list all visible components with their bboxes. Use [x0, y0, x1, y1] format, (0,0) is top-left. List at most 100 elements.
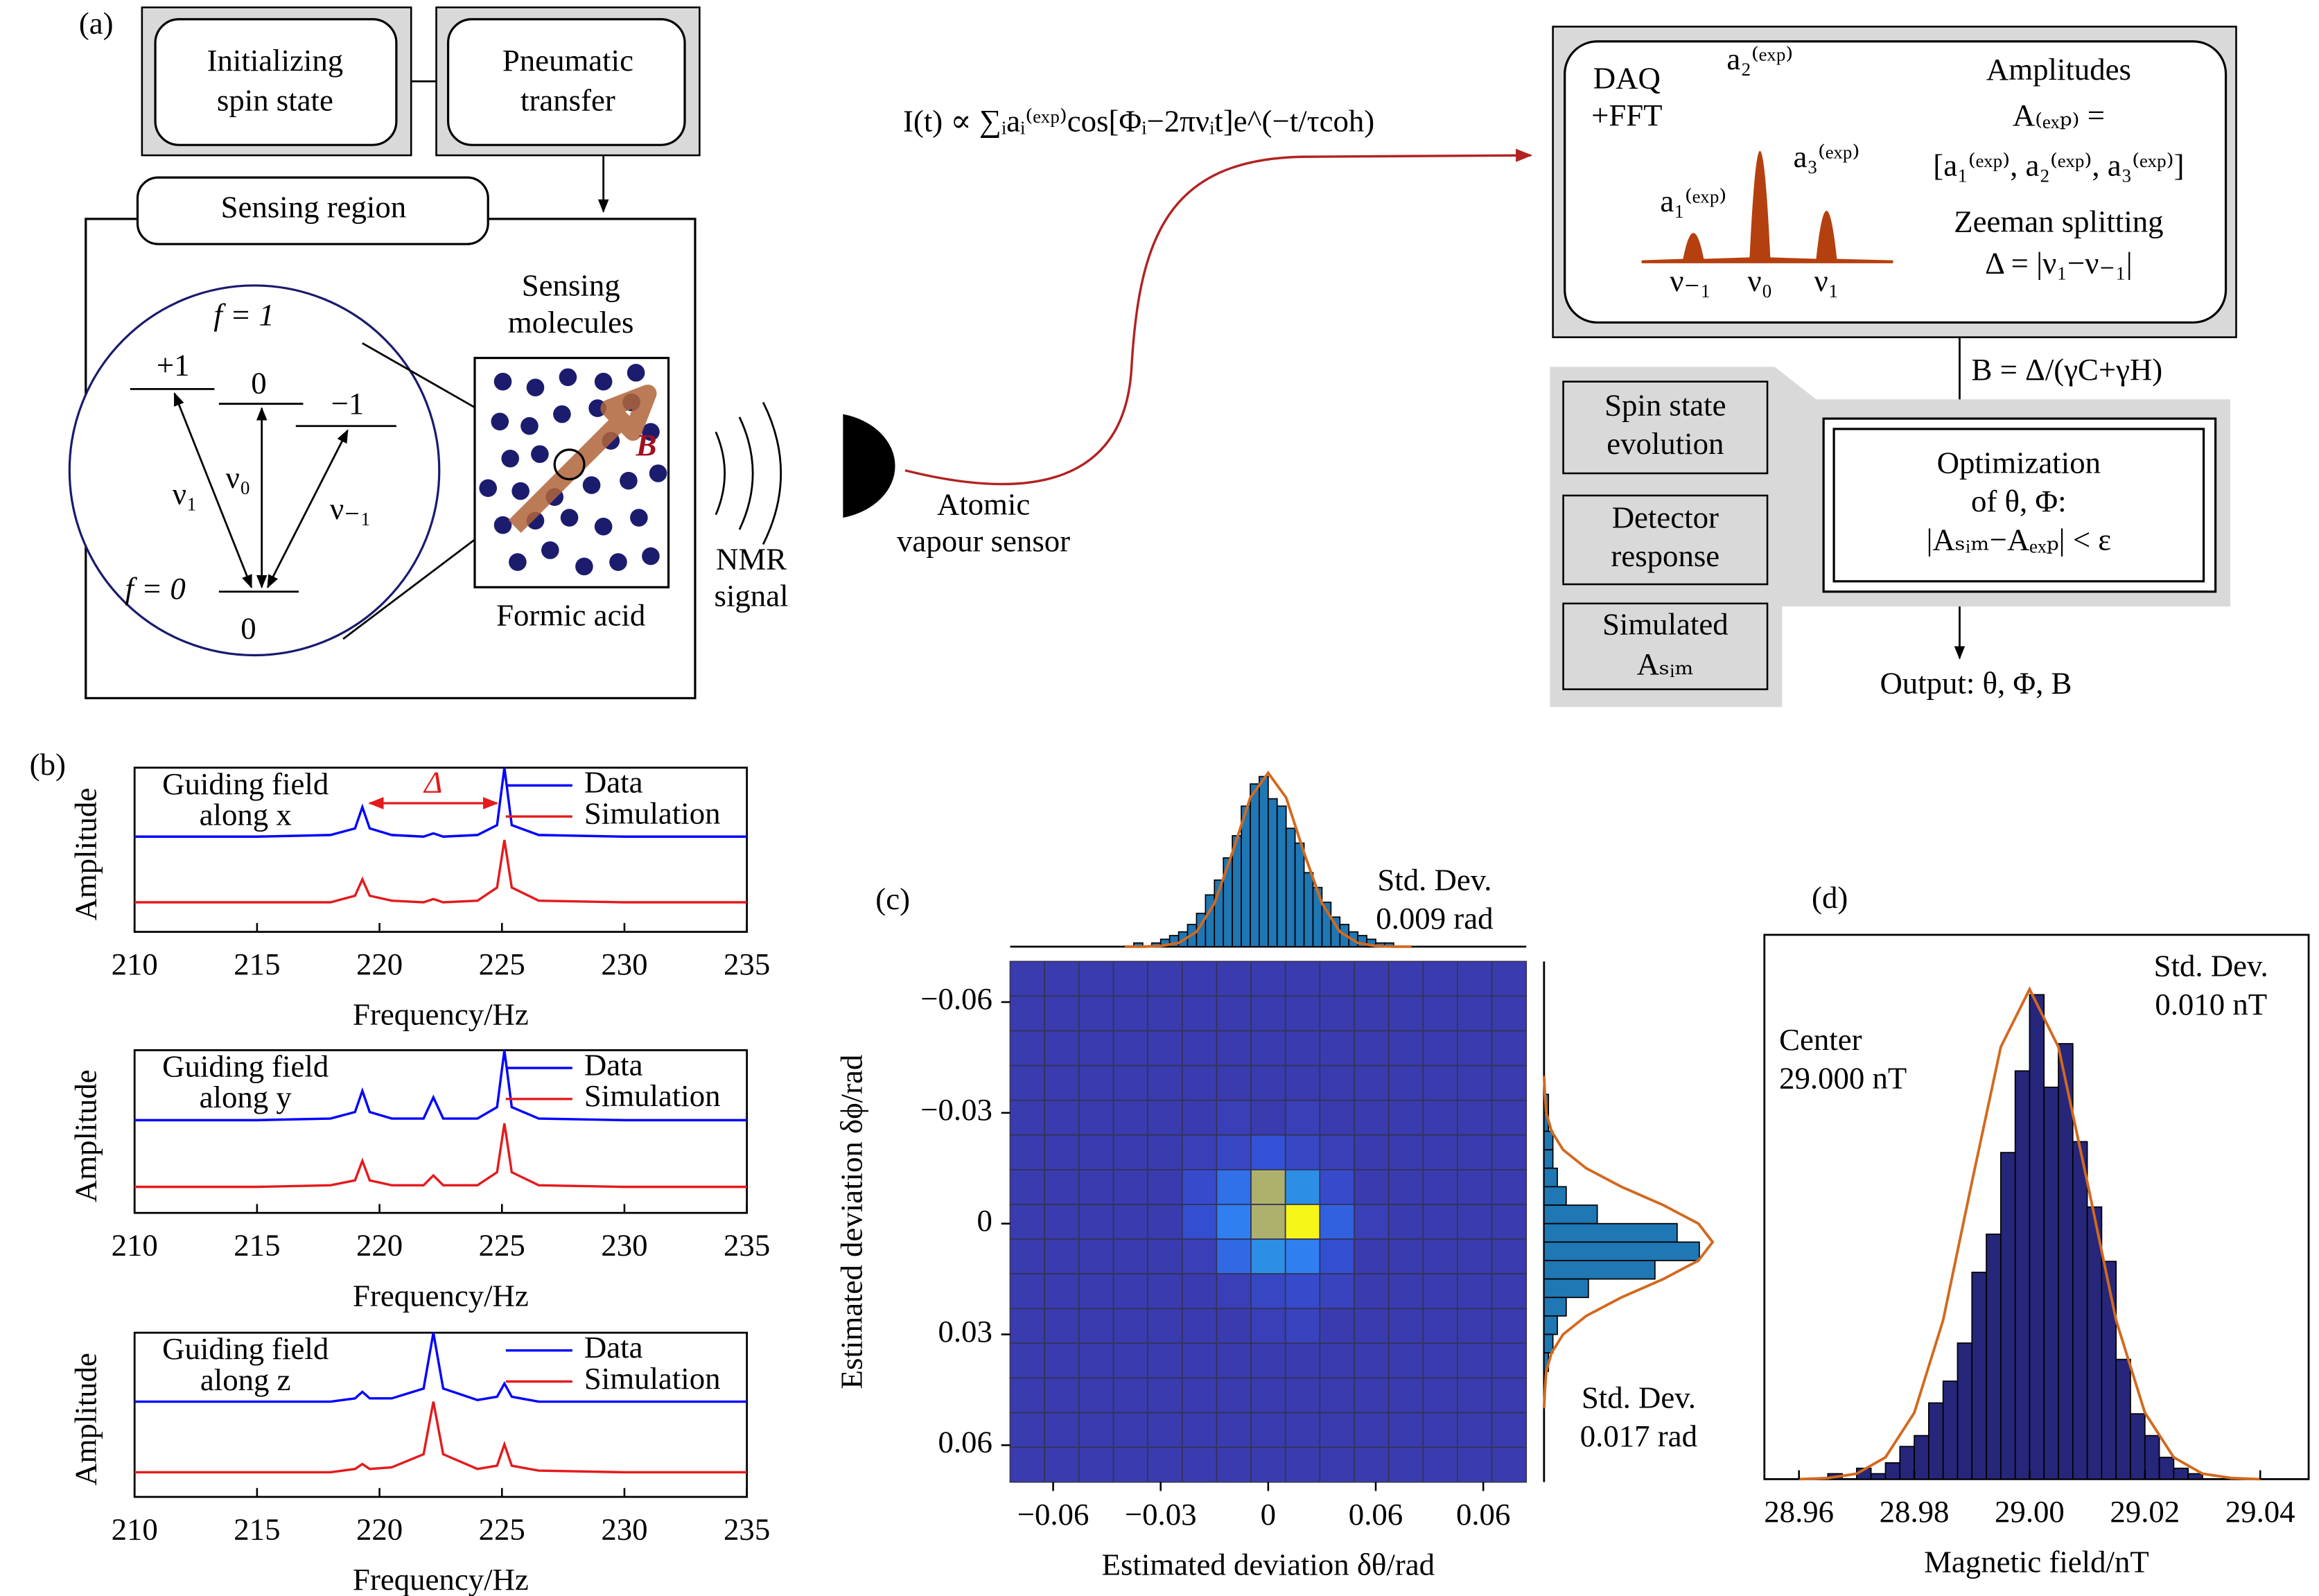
histogram-bar: [1543, 1222, 1678, 1243]
x-tick-label: 230: [601, 1511, 647, 1546]
plot-frame: [133, 766, 749, 933]
x-tick-label: 230: [601, 947, 647, 981]
heatmap-cell: [1009, 1308, 1045, 1344]
histogram-bar: [1543, 1260, 1656, 1280]
heatmap-cell: [1147, 1273, 1183, 1310]
histogram-bar: [2144, 1435, 2160, 1480]
heatmap-cell: [1388, 995, 1424, 1032]
heatmap-cell: [1112, 1030, 1148, 1067]
data-line: [134, 767, 747, 838]
heatmap-cell: [1112, 995, 1148, 1032]
y-tick-label: 0: [977, 1203, 992, 1238]
heatmap-cell: [1147, 1169, 1183, 1205]
heatmap-cell: [1457, 995, 1493, 1032]
heatmap-cell: [1491, 1412, 1528, 1448]
heatmap-cell: [1044, 1273, 1080, 1310]
heatmap-cell: [1216, 1134, 1252, 1170]
y-axis-label: Estimated deviation δϕ/rad: [834, 1055, 869, 1389]
heatmap-cell: [1181, 1169, 1218, 1205]
x-tick-label: 215: [234, 1228, 280, 1263]
x-tick-label: 210: [112, 947, 158, 981]
heatmap-cell: [1078, 1377, 1114, 1414]
heatmap-cell: [1284, 1446, 1321, 1483]
heatmap-cell: [1216, 1169, 1252, 1205]
heatmap-cell: [1147, 1446, 1183, 1483]
heatmap-cell: [1078, 995, 1114, 1032]
heatmap-cell: [1354, 1446, 1390, 1483]
x-tick-label: 215: [234, 1511, 280, 1546]
heatmap-cell: [1354, 1238, 1390, 1274]
heatmap-cell: [1216, 1308, 1252, 1344]
spectrum-sketch: [1641, 150, 1893, 263]
label: molecules: [508, 305, 634, 340]
heatmap-cell: [1250, 1238, 1286, 1274]
heatmap-cell: [1112, 1308, 1148, 1344]
heatmap-cell: [1491, 1064, 1528, 1101]
heatmap-cell: [1112, 1377, 1148, 1414]
histogram-bar: [2014, 1070, 2031, 1480]
x-tick-label: 215: [234, 947, 280, 981]
x-tick-label: 210: [112, 1511, 158, 1546]
heatmap-cell: [1112, 961, 1148, 997]
heatmap-cell: [1319, 961, 1355, 997]
heatmap-cell: [1044, 1099, 1080, 1136]
legend-label: Simulation: [584, 796, 721, 830]
annotation: along y: [200, 1080, 292, 1114]
heatmap-cell: [1354, 1342, 1390, 1379]
heatmap-cell: [1319, 1308, 1355, 1344]
x-tick-label: 210: [112, 1228, 158, 1263]
histogram-bar: [1294, 842, 1305, 947]
heatmap-cell: [1284, 1064, 1321, 1101]
output: Output: θ, Φ, B: [1880, 666, 2072, 701]
heatmap-cell: [1457, 1238, 1493, 1274]
histogram-bar: [1971, 1272, 1987, 1480]
x-tick-label: 225: [479, 1511, 525, 1546]
histogram-bar: [1543, 1315, 1558, 1335]
transition: [173, 392, 253, 589]
heatmap-cell: [1388, 1412, 1424, 1448]
histogram-bar: [1205, 894, 1216, 947]
box-text: Optimization: [1937, 446, 2101, 480]
annotation: 0.009 rad: [1376, 901, 1493, 936]
box-text: spin state: [217, 83, 333, 118]
heatmap-cell: [1388, 1273, 1424, 1310]
heatmap-cell: [1009, 961, 1045, 997]
heatmap-cell: [1354, 1412, 1390, 1448]
heatmap-cell: [1491, 1099, 1528, 1136]
region-label-box: [136, 176, 489, 245]
x-tick-label: 235: [724, 1228, 770, 1263]
x-tick-label: 220: [356, 1228, 403, 1263]
x-tick-label: 28.98: [1880, 1494, 1950, 1529]
heatmap-cell: [1250, 1446, 1286, 1483]
heatmap-cell: [1491, 1377, 1528, 1414]
heatmap-cell: [1354, 1099, 1390, 1136]
y-tick-label: 0.06: [938, 1425, 992, 1459]
box-text: Δ = |ν₁−ν₋₁|: [1985, 245, 2133, 280]
transition-label: ν₋₁: [330, 491, 371, 526]
heatmap-cell: [1216, 1377, 1252, 1414]
heatmap-cell: [1250, 1099, 1286, 1136]
field-label: B: [636, 428, 657, 462]
histogram-bar: [2187, 1473, 2203, 1480]
annotation: Std. Dev.: [2154, 948, 2268, 983]
heatmap-cell: [1181, 1099, 1218, 1136]
y-axis-label: Amplitude: [68, 1353, 103, 1486]
heatmap-cell: [1216, 1446, 1252, 1483]
heatmap-cell: [1354, 1030, 1390, 1067]
heatmap-cell: [1078, 961, 1114, 997]
histogram-bar: [1870, 1473, 1887, 1480]
label: Atomic: [937, 486, 1030, 521]
heatmap-cell: [1284, 1030, 1321, 1067]
histogram-bar: [1942, 1380, 1959, 1480]
box-text: transfer: [520, 83, 615, 118]
heatmap-cell: [1250, 1204, 1286, 1240]
heatmap-cell: [1422, 1030, 1458, 1067]
x-tick-label: 230: [601, 1228, 647, 1263]
heatmap-cell: [1216, 1099, 1252, 1136]
x-tick-label: 29.04: [2225, 1494, 2295, 1529]
heatmap-cell: [1457, 1273, 1493, 1310]
x-tick-label: 235: [724, 947, 770, 981]
heatmap-cell: [1388, 1342, 1424, 1379]
box-text: of θ, Φ:: [1971, 484, 2067, 518]
diagram: (a) Initializing spin state Pneumatic tr…: [68, 6, 2237, 708]
